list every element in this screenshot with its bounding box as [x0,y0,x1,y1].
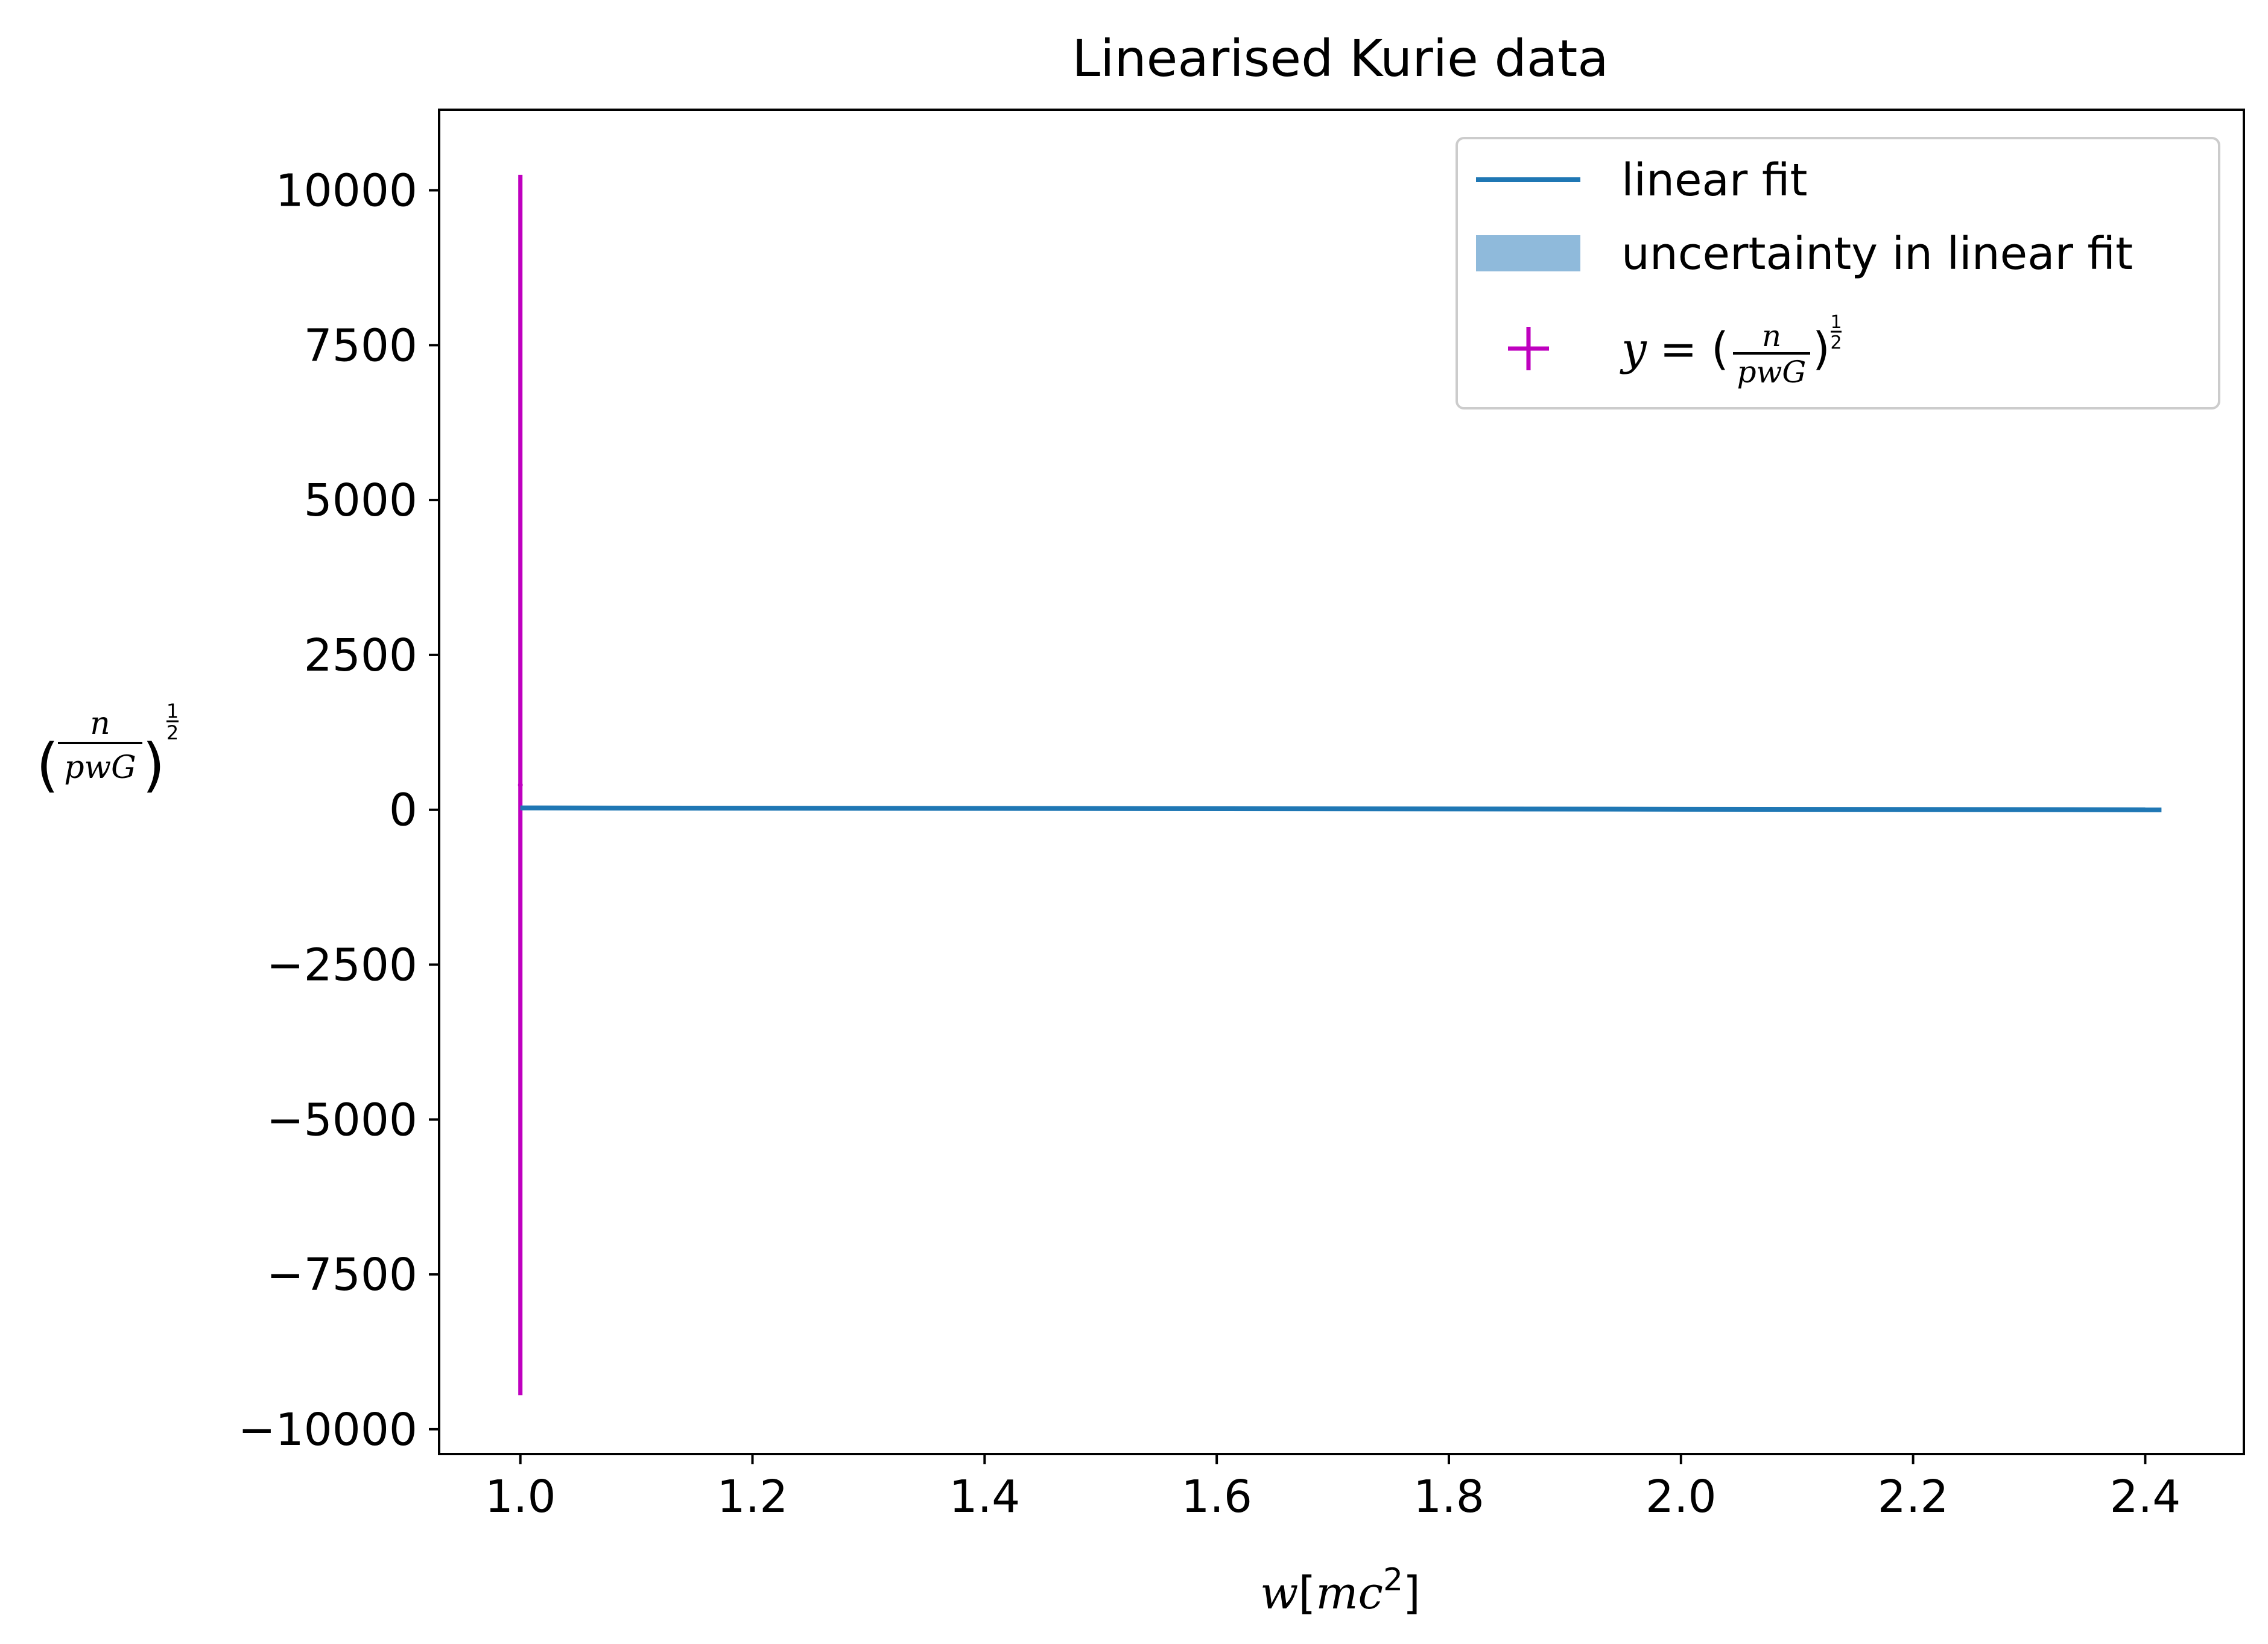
x-label-open: [ [1298,1567,1316,1619]
x-tick-label: 1.0 [485,1471,556,1523]
legend: linear fit uncertainty in linear fit y =… [1456,137,2220,409]
y-label-denominator: pwG [64,750,136,786]
y-tick-label: −7500 [267,1249,417,1301]
legend-data-var: y [1620,323,1647,375]
x-label-close: ] [1403,1567,1421,1619]
legend-data-den: pwG [1737,355,1807,390]
y-label-paren-close: ) [142,732,165,799]
legend-label-linear-fit: linear fit [1621,154,1807,206]
plot-frame [438,109,2245,1455]
y-tick-label: −5000 [267,1094,417,1146]
y-tick-label: 7500 [304,320,417,371]
legend-label-uncertainty: uncertainty in linear fit [1621,228,2133,280]
y-tick-label: 2500 [304,630,417,681]
legend-data-eq: = ( [1646,323,1729,375]
linear-fit-line [520,805,2162,812]
legend-data-close: ) [1813,323,1830,375]
x-tick-label: 2.2 [1878,1471,1949,1523]
y-tick-label: 0 [389,785,417,836]
x-tick-label: 1.8 [1413,1471,1484,1523]
y-axis-label: ( n pwG ) 1 2 [36,700,179,799]
y-tick-label: −10000 [238,1404,417,1456]
legend-data-num: n [1762,318,1781,353]
y-label-numerator: n [90,706,110,742]
x-tick-label: 1.4 [949,1471,1020,1523]
x-tick-label: 2.4 [2110,1471,2181,1523]
legend-box [1456,137,2220,409]
legend-data-exp-num: 1 [1830,312,1842,333]
y-tick-label: 5000 [304,475,417,526]
y-label-paren-open: ( [36,732,59,799]
x-axis: 1.0 1.2 1.4 1.6 1.8 2.0 2.2 2.4 [485,1454,2181,1523]
x-tick-label: 1.2 [717,1471,788,1523]
data-layer [518,174,2162,1396]
y-tick-label: 10000 [276,165,417,217]
chart-title: Linearised Kurie data [1072,29,1608,88]
x-label-unit: mc [1316,1567,1383,1619]
x-axis-label: w[mc2] [1260,1562,1421,1619]
y-label-exp-num: 1 [166,700,179,722]
legend-label-data: y = ( n pwG ) 1 2 [1620,312,1842,390]
legend-data-exp-den: 2 [1830,332,1842,353]
y-tick-label: −2500 [267,940,417,991]
x-tick-label: 2.0 [1646,1471,1717,1523]
y-axis: 10000 7500 5000 2500 0 −2500 −5000 −7500 −10000 [238,165,439,1456]
kurie-data-point [518,782,523,788]
x-label-power: 2 [1383,1562,1403,1598]
y-label-exp-den: 2 [166,721,179,744]
legend-band-swatch [1476,235,1580,271]
x-tick-label: 1.6 [1181,1471,1252,1523]
x-label-var: w [1260,1567,1298,1619]
